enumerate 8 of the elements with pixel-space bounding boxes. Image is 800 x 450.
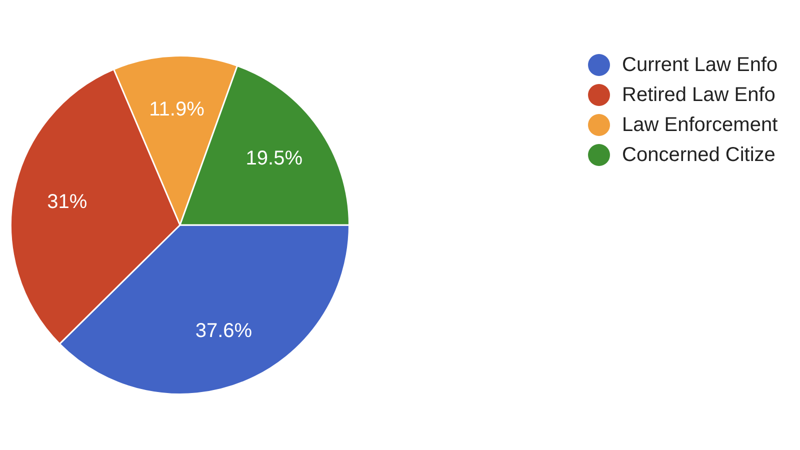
data-label: 31% bbox=[47, 191, 88, 214]
legend-label: Current Law Enfo bbox=[622, 54, 778, 76]
legend-label: Retired Law Enfo bbox=[622, 84, 776, 106]
data-label: 11.9% bbox=[149, 98, 205, 120]
legend-label: Concerned Citize bbox=[622, 144, 776, 166]
legend-label: Law Enforcement bbox=[622, 114, 778, 136]
data-label: 19.5% bbox=[246, 147, 303, 170]
data-label: 37.6% bbox=[195, 320, 252, 342]
